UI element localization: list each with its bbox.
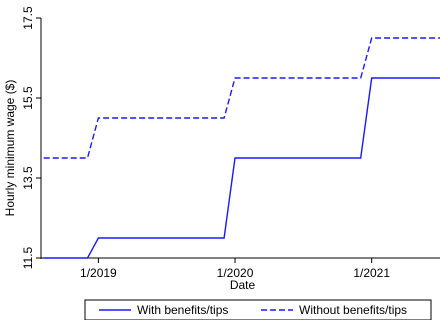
- y-tick-label: 11.5: [21, 246, 35, 269]
- series-line-without-benefits: [43, 37, 440, 159]
- y-tick-label: 15.5: [21, 86, 35, 110]
- x-tick-label: 1/2019: [80, 266, 117, 280]
- y-axis-title: Hourly minimum wage ($): [3, 80, 17, 217]
- x-tick-label: 1/2020: [217, 266, 254, 280]
- legend: With benefits/tips Without benefits/tips: [84, 299, 432, 320]
- y-axis: 11.5 13.5 15.5 17.5: [21, 6, 42, 269]
- x-tick-label: 1/2021: [353, 266, 390, 280]
- y-tick-label: 17.5: [21, 6, 35, 30]
- legend-box: [84, 299, 432, 320]
- x-axis-title: Date: [230, 278, 256, 292]
- y-tick-label: 13.5: [21, 166, 35, 190]
- legend-label-with-benefits: With benefits/tips: [137, 303, 228, 317]
- series-layer: [43, 37, 440, 259]
- legend-label-without-benefits: Without benefits/tips: [299, 303, 407, 317]
- series-line-with-benefits: [43, 77, 440, 259]
- x-axis: 1/2019 1/2020 1/2021: [41, 257, 440, 280]
